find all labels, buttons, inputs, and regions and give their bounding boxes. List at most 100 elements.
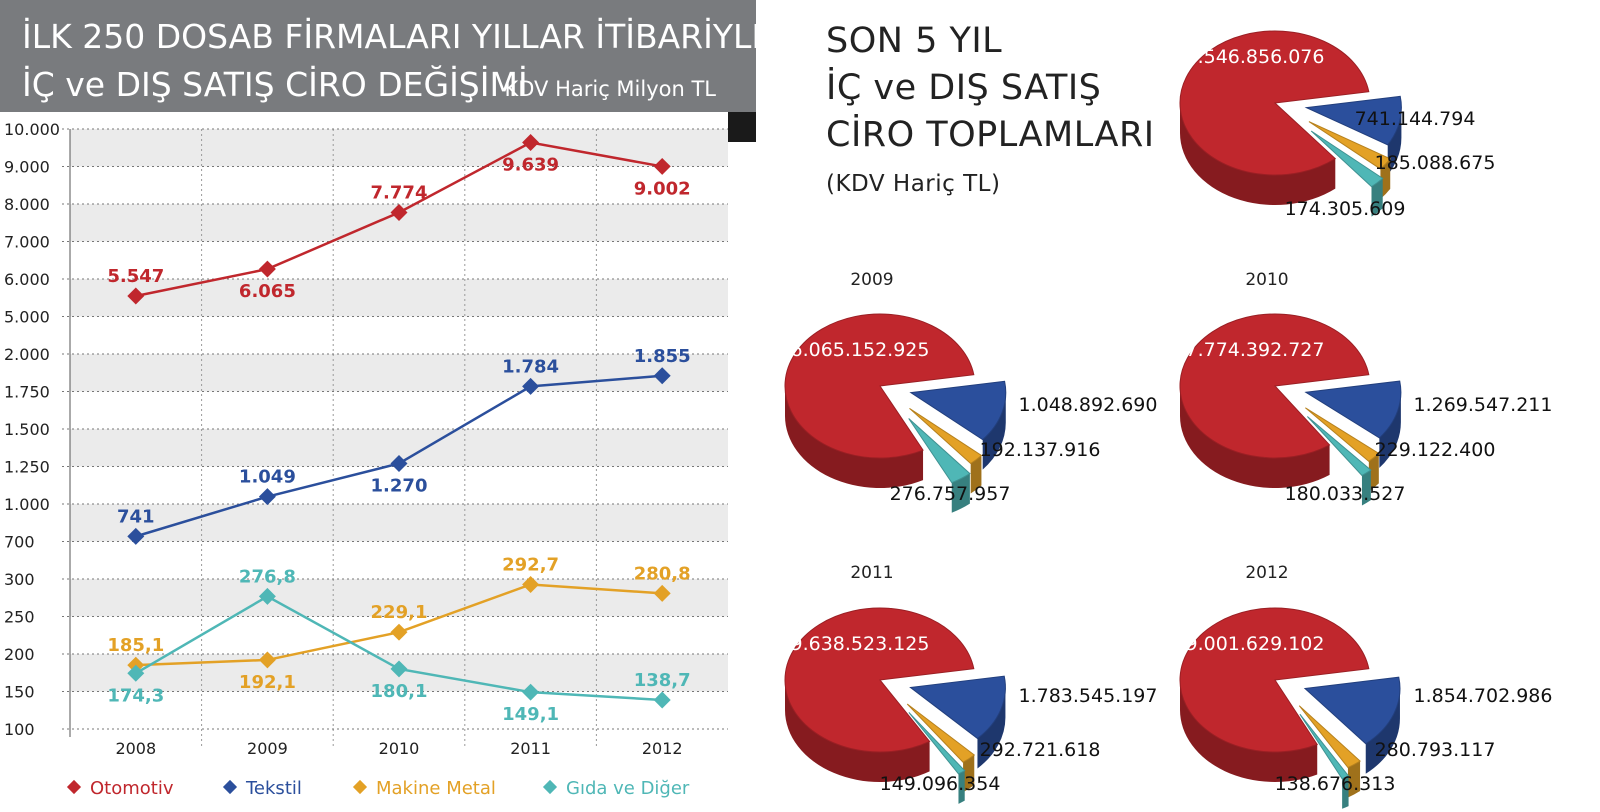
x-tick-label: 2010 — [379, 739, 420, 758]
legend-marker-tekstil — [222, 779, 238, 795]
pie-slice-makine — [1298, 705, 1361, 769]
plot-area: 10.000 9.000 8.000 7.000 6.000 5.000 2.000 1.75… — [4, 120, 728, 758]
data-label-otomotiv: 9.639 — [502, 155, 559, 176]
pie-slice-side-otomotiv — [1180, 386, 1330, 489]
pie-2012: 2012 9.001.629.102 1.854.702.986 280.793.11… — [1179, 563, 1553, 809]
pie-slice-makine — [906, 703, 976, 763]
y-tick-label: 6.000 — [4, 270, 50, 289]
pie-slice-otomotiv — [784, 313, 975, 459]
data-label-tekstil: 1.784 — [502, 356, 559, 377]
data-label-otomotiv: 5.547 — [107, 266, 164, 287]
x-tick-label: 2008 — [115, 739, 156, 758]
pie-label-gida: 138.676.313 — [1275, 773, 1396, 795]
data-point-tekstil — [258, 488, 276, 506]
data-label-makine: 192,1 — [239, 672, 296, 693]
pie-slice-tekstil — [1304, 95, 1402, 146]
pie-slice-tekstil — [1303, 676, 1401, 745]
legend-marker-otomotiv — [66, 779, 82, 795]
pie-slice-tekstil — [1304, 380, 1402, 439]
pie-label-tekstil: 741.144.794 — [1355, 108, 1476, 130]
data-point-otomotiv — [127, 287, 145, 305]
y-tick-label: 9.000 — [4, 158, 50, 177]
pie-2011: 2011 9.638.523.125 1.783.545.197 292.721.61… — [784, 563, 1158, 804]
chart-header: İLK 250 DOSAB FİRMALARI YILLAR İTİBARİYL… — [0, 0, 760, 142]
pie-label-makine: 192.137.916 — [980, 439, 1101, 461]
data-point-makine — [653, 584, 671, 602]
pie-label-makine: 292.721.618 — [980, 739, 1101, 761]
data-label-gida: 180,1 — [371, 681, 428, 702]
legend-label-makine: Makine Metal — [376, 778, 496, 799]
data-label-otomotiv: 6.065 — [239, 281, 296, 302]
pie-summary: 5.546.856.076 741.144.794 185.088.675 174.3… — [1179, 30, 1496, 220]
data-label-tekstil: 1.049 — [239, 467, 296, 488]
data-label-gida: 276,8 — [239, 566, 296, 587]
pie-2009: 2009 6.065.152.925 1.048.892.690 192.137.91… — [784, 270, 1158, 513]
data-label-makine: 185,1 — [107, 635, 164, 656]
pie-slice-side-makine — [970, 455, 982, 494]
data-label-otomotiv: 7.774 — [371, 182, 428, 203]
data-point-makine — [522, 575, 540, 593]
pie-slice-otomotiv — [1179, 313, 1370, 459]
pie-slice-makine — [1305, 407, 1380, 462]
data-label-gida: 174,3 — [107, 685, 164, 706]
legend-label-otomotiv: Otomotiv — [90, 778, 174, 799]
data-point-gida — [390, 660, 408, 678]
pie-slice-side-otomotiv — [784, 386, 924, 489]
pie-slice-gida — [908, 712, 966, 775]
legend-label-gida: Gıda ve Diğer — [566, 778, 690, 799]
pie-label-makine: 229.122.400 — [1375, 439, 1496, 461]
pie-slice-gida — [1307, 416, 1372, 477]
pie-slice-side-gida — [958, 770, 965, 804]
data-point-gida — [653, 691, 671, 709]
pie-section-title: SON 5 YIL İÇ ve DIŞ SATIŞ CİRO TOPLAMLAR… — [826, 18, 1155, 199]
pie-label-otomotiv: 9.001.629.102 — [1185, 633, 1324, 655]
pie-slice-side-tekstil — [977, 687, 1006, 769]
grid-band — [70, 279, 728, 317]
pie-label-otomotiv: 5.546.856.076 — [1185, 46, 1324, 68]
header-title-line1: İLK 250 DOSAB FİRMALARI YILLAR İTİBARİYL… — [22, 17, 760, 56]
y-tick-label: 5.000 — [4, 308, 50, 327]
pie-year-label: 2009 — [850, 270, 893, 290]
y-tick-label: 250 — [4, 608, 35, 627]
x-tick-label: 2011 — [510, 739, 551, 758]
y-tick-label: 10.000 — [4, 120, 60, 139]
pie-slice-otomotiv — [784, 607, 975, 753]
data-label-tekstil: 1.855 — [634, 346, 691, 367]
data-label-otomotiv: 9.002 — [634, 178, 691, 199]
pie-slice-side-makine — [963, 754, 975, 793]
pie-slice-side-tekstil — [1387, 107, 1402, 175]
x-tick-label: 2012 — [642, 739, 683, 758]
legend-marker-gida — [542, 779, 558, 795]
pie-slice-makine — [1308, 121, 1392, 170]
pie-label-makine: 185.088.675 — [1375, 152, 1496, 174]
data-point-tekstil — [522, 377, 540, 395]
data-point-otomotiv — [522, 134, 540, 152]
pie-slice-otomotiv — [1179, 607, 1370, 753]
pie-slice-gida — [1310, 130, 1384, 188]
data-point-tekstil — [390, 455, 408, 472]
y-tick-label: 150 — [4, 683, 35, 702]
pie-slice-side-gida — [1361, 470, 1371, 506]
y-tick-label: 1.250 — [4, 458, 50, 477]
pie-label-otomotiv: 7.774.392.727 — [1185, 339, 1324, 361]
pie-slice-gida — [1299, 713, 1350, 780]
pie-title-line3: CİRO TOPLAMLARI — [826, 115, 1155, 155]
pie-label-gida: 174.305.609 — [1285, 198, 1406, 220]
data-point-otomotiv — [653, 157, 671, 175]
pie-slice-side-otomotiv — [785, 680, 930, 783]
pie-label-gida: 149.096.354 — [880, 773, 1001, 795]
pie-label-gida: 180.033.527 — [1285, 483, 1406, 505]
y-tick-label: 1.000 — [4, 495, 50, 514]
data-label-makine: 292,7 — [502, 554, 559, 575]
pie-slice-side-makine — [1380, 158, 1391, 199]
pie-title-line1: SON 5 YIL — [826, 21, 1003, 61]
data-label-tekstil: 741 — [117, 506, 155, 527]
legend-marker-makine — [352, 779, 368, 795]
data-point-otomotiv — [258, 260, 276, 278]
data-point-gida — [522, 683, 540, 701]
data-point-gida — [127, 664, 145, 682]
pie-label-tekstil: 1.048.892.690 — [1018, 394, 1157, 416]
grid-band — [70, 129, 728, 167]
y-tick-label: 1.500 — [4, 420, 50, 439]
pie-title-line2: İÇ ve DIŞ SATIŞ — [826, 68, 1102, 108]
